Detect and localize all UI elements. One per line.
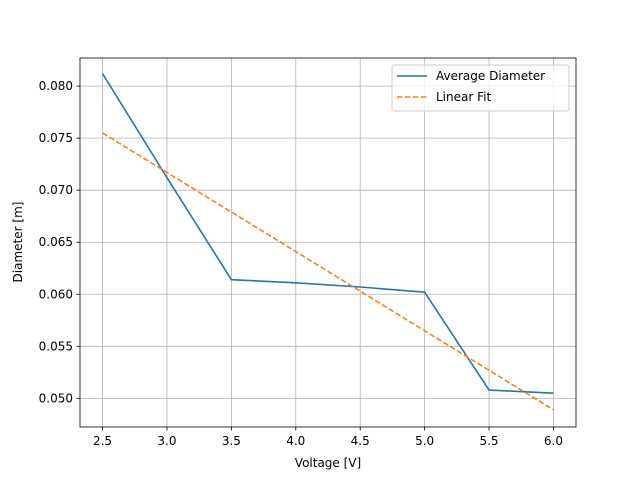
x-axis-label: Voltage [V]	[295, 456, 361, 470]
x-tick-label: 5.5	[479, 434, 498, 448]
grid	[80, 58, 576, 427]
y-tick-label: 0.070	[39, 183, 73, 197]
series-line-average-diameter	[101, 73, 554, 394]
legend-label-linear-fit: Linear Fit	[436, 90, 491, 104]
x-axis: 2.5 3.0 3.5 4.0 4.5 5.0 5.5 6.0	[93, 427, 563, 448]
x-tick-label: 5.0	[415, 434, 434, 448]
legend: Average Diameter Linear Fit	[391, 64, 570, 112]
y-tick-label: 0.075	[39, 131, 73, 145]
y-tick-label: 0.050	[39, 391, 73, 405]
x-tick-label: 3.0	[157, 434, 176, 448]
series-layer	[101, 73, 554, 411]
x-tick-label: 4.0	[286, 434, 305, 448]
y-tick-label: 0.080	[39, 79, 73, 93]
x-tick-label: 6.0	[544, 434, 563, 448]
y-tick-label: 0.060	[39, 287, 73, 301]
x-tick-label: 2.5	[93, 434, 112, 448]
legend-label-average-diameter: Average Diameter	[436, 69, 545, 83]
y-tick-label: 0.055	[39, 339, 73, 353]
series-line-linear-fit	[102, 132, 554, 411]
y-axis-label: Diameter [m]	[11, 202, 25, 283]
x-tick-label: 3.5	[222, 434, 241, 448]
y-axis: 0.050 0.055 0.060 0.065 0.070 0.075 0.080	[39, 79, 80, 405]
x-tick-label: 4.5	[351, 434, 370, 448]
legend-box	[391, 64, 570, 112]
y-tick-label: 0.065	[39, 235, 73, 249]
